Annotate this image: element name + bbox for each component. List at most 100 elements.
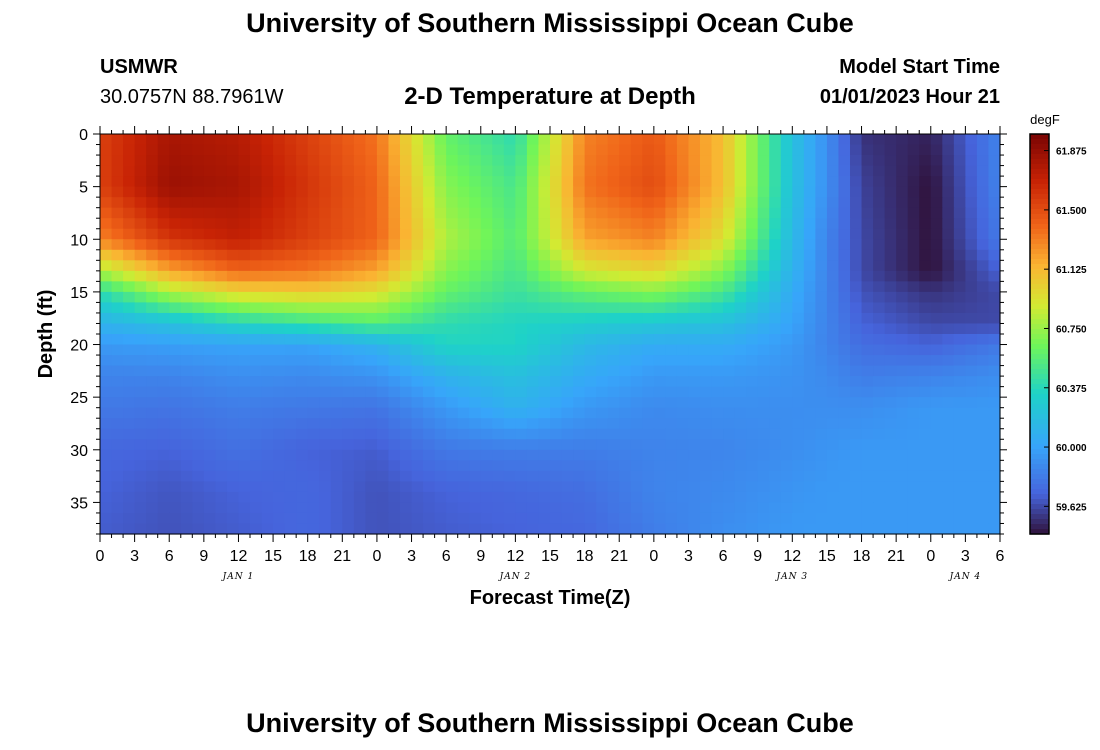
heatmap-cell xyxy=(411,523,424,535)
heatmap-cell xyxy=(376,186,390,198)
heatmap-cell xyxy=(930,249,943,261)
heatmap-cell xyxy=(642,291,655,304)
heatmap-cell xyxy=(769,239,782,251)
date-label: JAN 4 xyxy=(948,572,982,582)
heatmap-cell xyxy=(261,491,274,504)
heatmap-cell xyxy=(446,418,459,430)
heatmap-cell xyxy=(446,460,459,472)
heatmap-cell xyxy=(884,386,897,398)
heatmap-cell xyxy=(146,134,159,146)
heatmap-cell xyxy=(676,449,690,461)
heatmap-cell xyxy=(423,239,436,251)
heatmap-cell xyxy=(965,302,978,314)
heatmap-cell xyxy=(526,281,540,293)
heatmap-cell xyxy=(826,134,840,146)
heatmap-cell xyxy=(238,344,251,356)
heatmap-cell xyxy=(896,144,909,156)
heatmap-cell xyxy=(826,460,840,472)
heatmap-cell xyxy=(376,491,390,504)
heatmap-cell xyxy=(411,291,424,304)
heatmap-cell xyxy=(273,502,286,514)
heatmap-cell xyxy=(642,334,655,346)
heatmap-cell xyxy=(700,512,713,525)
heatmap-cell xyxy=(192,155,205,167)
heatmap-cell xyxy=(342,134,355,146)
heatmap-cell xyxy=(792,186,805,198)
heatmap-cell xyxy=(584,186,597,198)
heatmap-cell xyxy=(907,207,920,219)
heatmap-cell xyxy=(515,418,528,430)
heatmap-cell xyxy=(250,407,263,419)
heatmap-cell xyxy=(815,186,828,198)
heatmap-cell xyxy=(653,439,666,451)
heatmap-cell xyxy=(480,355,493,367)
heatmap-cell xyxy=(988,218,1001,230)
heatmap-cell xyxy=(157,439,170,451)
heatmap-cell xyxy=(446,428,459,440)
heatmap-cell xyxy=(965,481,978,493)
colorbar-segment xyxy=(1030,479,1049,485)
heatmap-cell xyxy=(619,355,632,367)
heatmap-cell xyxy=(250,134,263,146)
heatmap-cell xyxy=(838,239,851,251)
heatmap-cell xyxy=(573,207,586,219)
heatmap-cell xyxy=(469,291,482,304)
heatmap-cell xyxy=(469,218,482,230)
heatmap-cell xyxy=(850,218,863,230)
heatmap-cell xyxy=(342,207,355,219)
heatmap-cell xyxy=(146,197,159,209)
heatmap-cell xyxy=(976,428,990,440)
heatmap-cell xyxy=(503,397,516,409)
heatmap-cell xyxy=(596,491,609,504)
colorbar-frame xyxy=(1029,133,1050,535)
heatmap-cell xyxy=(353,397,366,409)
heatmap-cell xyxy=(203,197,216,209)
heatmap-cell xyxy=(826,418,840,430)
heatmap-cell xyxy=(250,155,263,167)
heatmap-cell xyxy=(180,334,193,346)
heatmap-cell xyxy=(826,397,840,409)
heatmap-cell xyxy=(596,197,609,209)
heatmap-cell xyxy=(226,376,240,388)
heatmap-cell xyxy=(619,312,632,325)
heatmap-cell xyxy=(850,334,863,346)
heatmap-cell xyxy=(653,418,666,430)
heatmap-cell xyxy=(561,523,574,535)
heatmap-cell xyxy=(723,323,736,335)
heatmap-cell xyxy=(180,155,193,167)
heatmap-cell xyxy=(157,218,170,230)
heatmap-cell xyxy=(930,186,943,198)
heatmap-cell xyxy=(919,228,932,240)
heatmap-cell xyxy=(400,218,413,230)
heatmap-cell xyxy=(457,502,470,514)
heatmap-cell xyxy=(907,523,920,535)
heatmap-cell xyxy=(642,344,655,356)
heatmap-cell xyxy=(757,407,770,419)
heatmap-cell xyxy=(573,218,586,230)
heatmap-cell xyxy=(665,155,678,167)
heatmap-cell xyxy=(596,502,609,514)
heatmap-cell xyxy=(446,144,459,156)
heatmap-cell xyxy=(953,460,966,472)
heatmap-cell xyxy=(284,144,297,156)
heatmap-cell xyxy=(711,334,724,346)
heatmap-cell xyxy=(157,512,170,525)
heatmap-cell xyxy=(538,207,551,219)
heatmap-cell xyxy=(215,439,228,451)
heatmap-cell xyxy=(157,418,170,430)
heatmap-cell xyxy=(215,470,228,482)
heatmap-cell xyxy=(688,270,701,282)
heatmap-cell xyxy=(330,291,343,304)
heatmap-cell xyxy=(538,439,551,451)
heatmap-cell xyxy=(157,355,170,367)
heatmap-cell xyxy=(423,260,436,272)
heatmap-cell xyxy=(423,165,436,177)
heatmap-cell xyxy=(815,334,828,346)
heatmap-cell xyxy=(411,334,424,346)
heatmap-cell xyxy=(838,197,851,209)
heatmap-cell xyxy=(930,512,943,525)
heatmap-cell xyxy=(480,376,493,388)
heatmap-cell xyxy=(965,376,978,388)
heatmap-cell xyxy=(838,281,851,293)
heatmap-cell xyxy=(550,523,563,535)
